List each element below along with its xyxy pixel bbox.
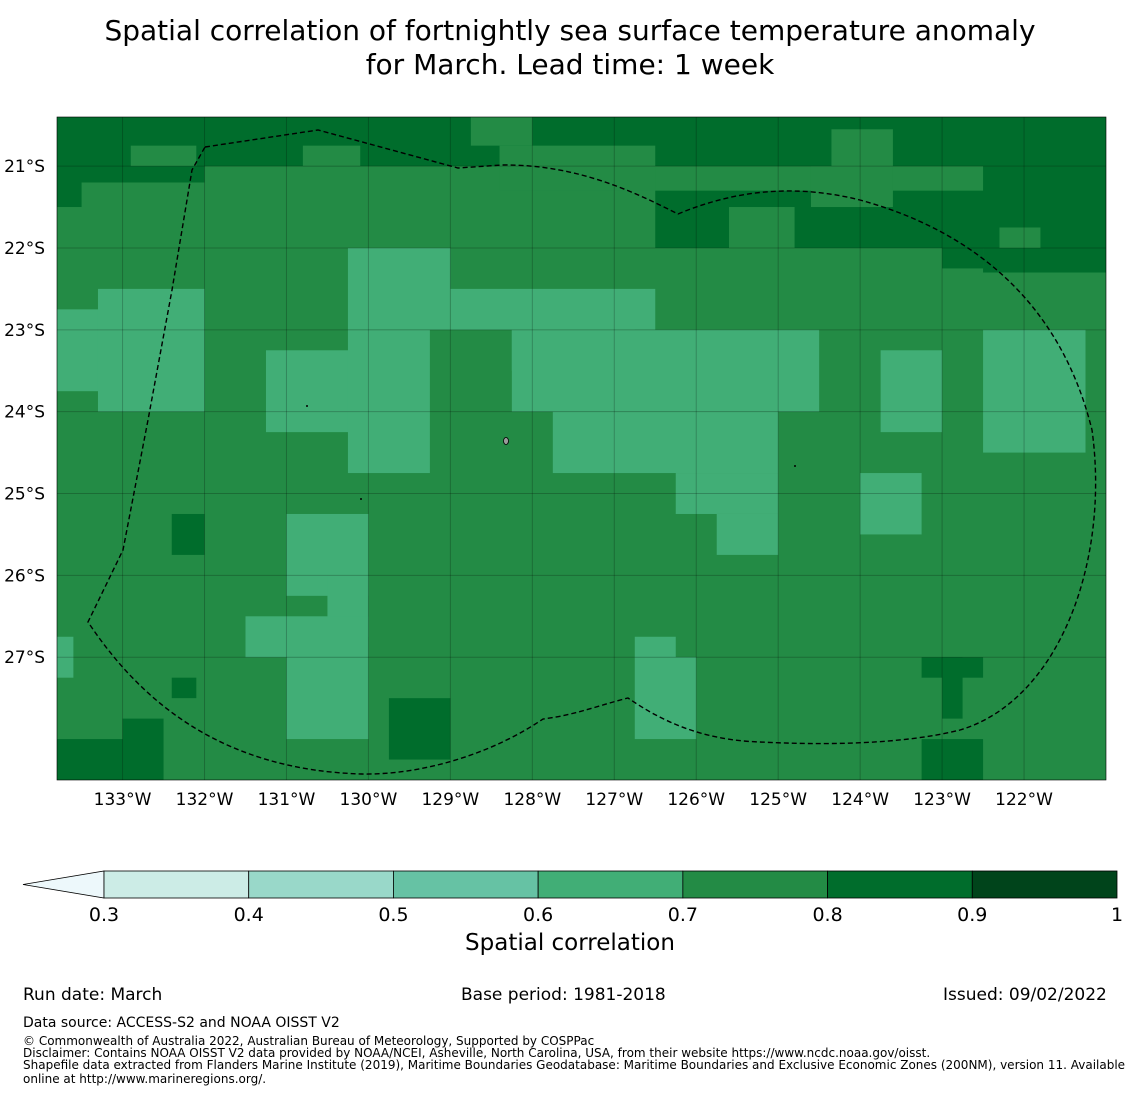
correlation-cell xyxy=(983,329,1086,453)
colorbar-tick-label: 0.9 xyxy=(957,904,987,926)
y-tick-label: 23°S xyxy=(4,321,45,341)
eez-boundary xyxy=(87,129,1097,775)
shapefile-credit: Shapefile data extracted from Flanders M… xyxy=(23,1058,1126,1086)
colorbar-swatch xyxy=(103,870,250,899)
chart-title-line-2: for March. Lead time: 1 week xyxy=(365,48,775,81)
correlation-cell xyxy=(942,657,963,719)
colorbar-tick-label: 1 xyxy=(1111,904,1123,926)
correlation-cell xyxy=(810,166,893,208)
x-tick-label: 131°W xyxy=(258,790,316,810)
colorbar-swatch xyxy=(248,870,394,899)
issued-date: Issued: 09/02/2022 xyxy=(943,985,1107,1005)
correlation-cell xyxy=(388,698,451,760)
map-frame xyxy=(56,116,1107,781)
colorbar-swatch xyxy=(827,870,973,899)
colorbar-label: Spatial correlation xyxy=(465,930,675,956)
x-tick-label: 123°W xyxy=(913,790,971,810)
correlation-cell xyxy=(860,473,922,535)
correlation-cell xyxy=(57,117,82,208)
correlation-cell xyxy=(130,145,197,167)
colorbar: 0.3 0.4 0.5 0.6 0.7 0.8 0.9 1 xyxy=(22,870,1123,926)
correlation-cell xyxy=(634,657,697,740)
correlation-cell xyxy=(999,227,1041,248)
x-tick-label: 124°W xyxy=(831,790,889,810)
copyright: © Commonwealth of Australia 2022, Austra… xyxy=(23,1034,595,1048)
y-tick-label: 25°S xyxy=(4,485,45,505)
correlation-cell xyxy=(983,166,1106,273)
run-date: Run date: March xyxy=(23,985,163,1005)
colorbar-tick-label: 0.8 xyxy=(812,904,842,926)
correlation-cell xyxy=(450,288,656,330)
colorbar-swatch xyxy=(537,870,684,899)
x-tick-label: 126°W xyxy=(667,790,725,810)
island-marker xyxy=(360,498,362,500)
colorbar-extend-min xyxy=(22,870,105,899)
island-marker xyxy=(306,405,308,407)
correlation-cell xyxy=(675,473,779,514)
correlation-cell xyxy=(921,739,984,780)
island-marker xyxy=(503,437,509,445)
y-axis-ticks: 21°S 22°S 23°S 24°S 25°S 26°S 27°S xyxy=(4,157,45,668)
correlation-cell xyxy=(245,616,369,658)
y-tick-label: 21°S xyxy=(4,157,45,177)
colorbar-tick-label: 0.7 xyxy=(668,904,698,926)
correlation-cell xyxy=(347,247,451,330)
correlation-cell xyxy=(729,207,795,248)
data-source: Data source: ACCESS-S2 and NOAA OISST V2 xyxy=(23,1015,340,1031)
colorbar-tick-label: 0.3 xyxy=(89,904,119,926)
correlation-cell xyxy=(171,677,197,699)
map-gridlines xyxy=(57,117,1106,780)
correlation-cell xyxy=(302,145,361,167)
x-tick-label: 125°W xyxy=(749,790,807,810)
y-tick-label: 27°S xyxy=(4,648,45,668)
correlation-cell xyxy=(171,513,205,555)
colorbar-swatch xyxy=(682,870,828,899)
correlation-cell xyxy=(286,657,369,740)
correlation-cell xyxy=(499,145,656,191)
correlation-map: 133°W 132°W 131°W 130°W 129°W 128°W 127°W 126°W… xyxy=(4,116,1107,810)
correlation-cell xyxy=(942,247,984,269)
x-tick-label: 127°W xyxy=(585,790,643,810)
colorbar-tick-label: 0.4 xyxy=(234,904,264,926)
y-tick-label: 22°S xyxy=(4,239,45,259)
colorbar-tick-label: 0.6 xyxy=(523,904,553,926)
correlation-cell xyxy=(880,350,943,433)
correlation-cell xyxy=(716,513,779,555)
x-tick-label: 122°W xyxy=(995,790,1053,810)
correlation-cell xyxy=(347,329,430,474)
x-tick-label: 132°W xyxy=(176,790,234,810)
y-tick-label: 24°S xyxy=(4,403,45,423)
colorbar-swatch xyxy=(393,870,539,899)
x-tick-label: 133°W xyxy=(94,790,152,810)
correlation-cell xyxy=(511,329,820,412)
x-tick-label: 130°W xyxy=(340,790,398,810)
island-marker xyxy=(794,465,796,467)
chart-title: Spatial correlation of fortnightly sea s… xyxy=(0,14,1140,82)
map-cells xyxy=(57,117,1106,780)
correlation-cell xyxy=(552,411,779,474)
correlation-cell xyxy=(97,288,205,412)
correlation-cell xyxy=(470,117,533,146)
islands xyxy=(306,405,796,500)
correlation-cell xyxy=(57,739,123,780)
correlation-cell xyxy=(634,636,676,658)
correlation-cell xyxy=(57,636,74,678)
y-tick-label: 26°S xyxy=(4,566,45,586)
x-tick-label: 128°W xyxy=(503,790,561,810)
base-period: Base period: 1981-2018 xyxy=(461,985,666,1005)
colorbar-tick-label: 0.5 xyxy=(378,904,408,926)
correlation-cell xyxy=(122,718,164,780)
colorbar-swatch xyxy=(971,870,1118,899)
x-axis-ticks: 133°W 132°W 131°W 130°W 129°W 128°W 127°W 126°W… xyxy=(94,790,1053,810)
x-tick-label: 129°W xyxy=(421,790,479,810)
disclaimer: Disclaimer: Contains NOAA OISST V2 data … xyxy=(23,1046,931,1060)
chart-title-line-1: Spatial correlation of fortnightly sea s… xyxy=(104,14,1036,47)
